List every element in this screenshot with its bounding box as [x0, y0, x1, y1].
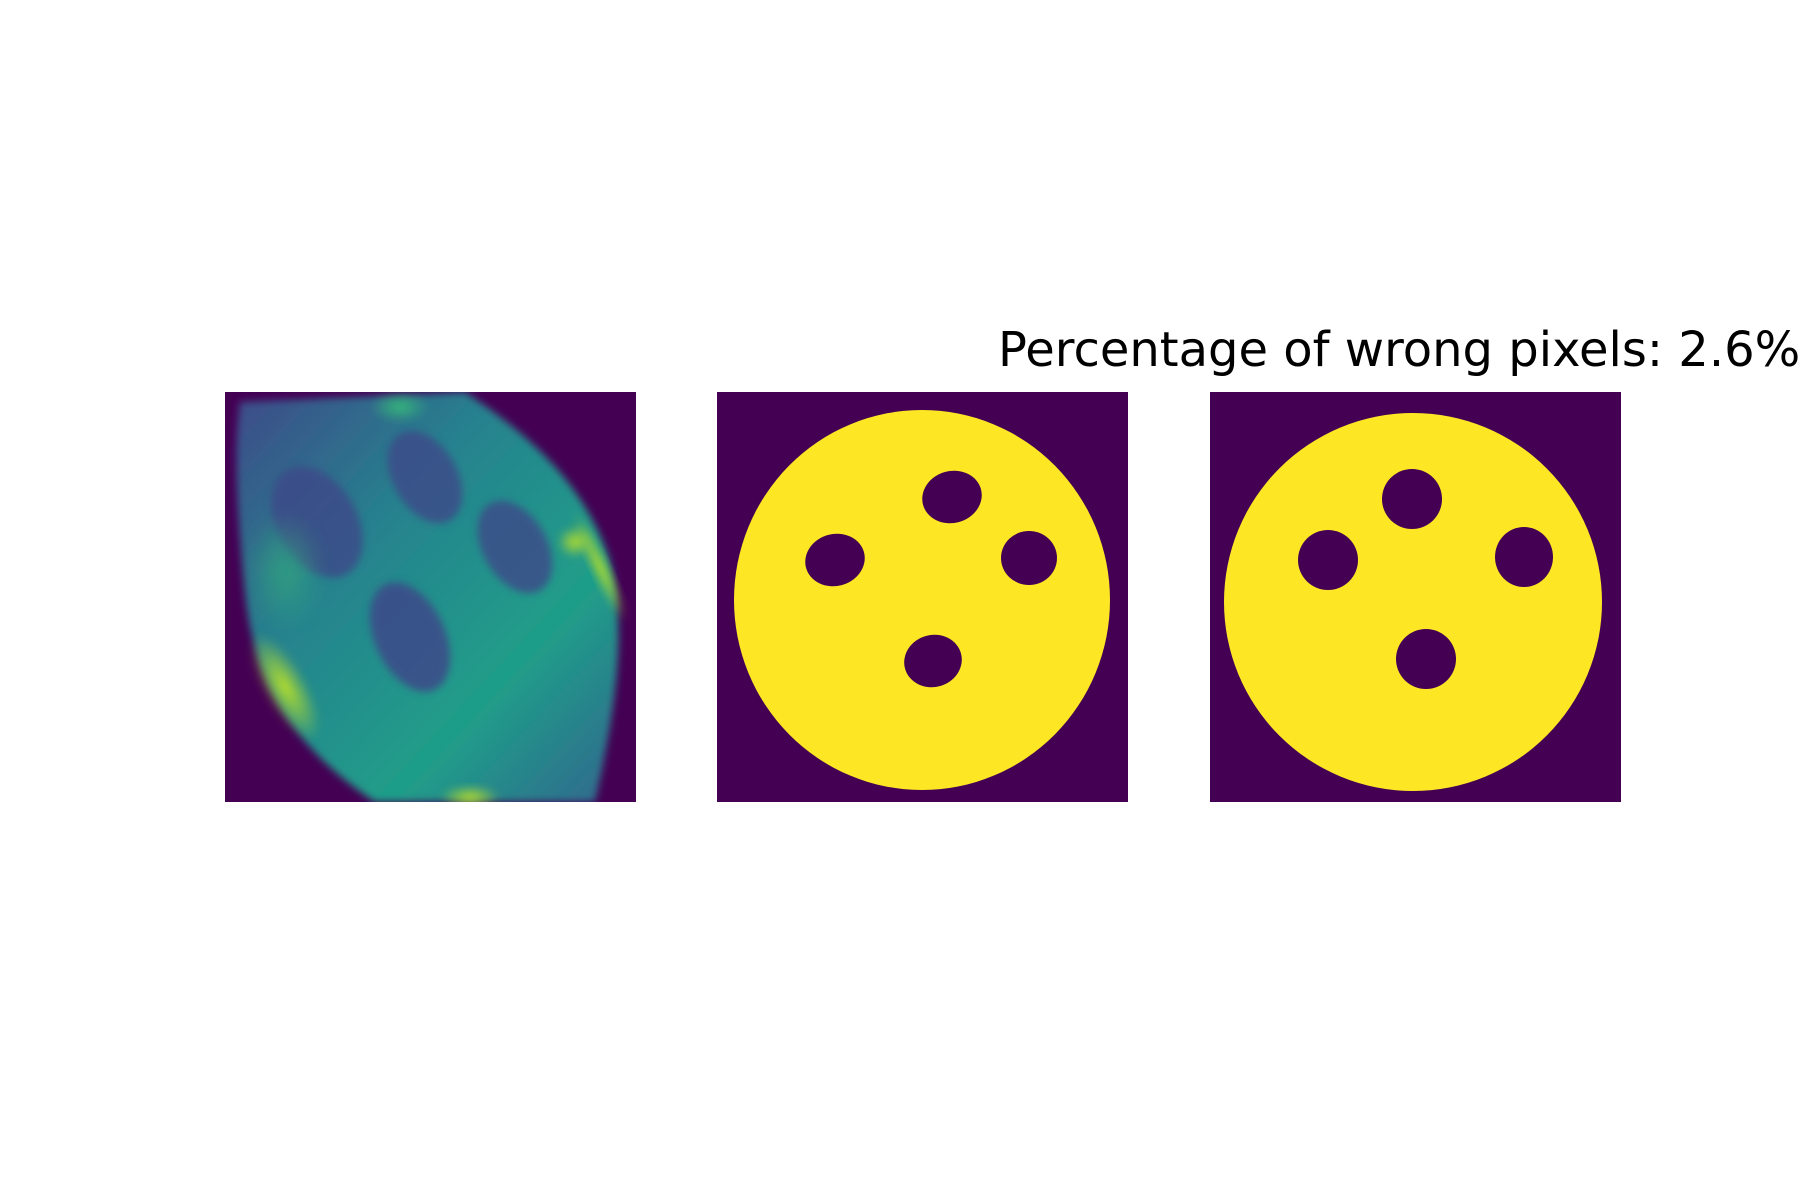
- ground-truth-mask: [1210, 392, 1621, 802]
- predicted-mask-panel: [717, 392, 1128, 802]
- ground-truth-mask-panel: [1210, 392, 1621, 802]
- input-image-panel: [225, 392, 636, 802]
- figure-title: Percentage of wrong pixels: 2.6%: [998, 322, 1800, 378]
- predicted-mask: [717, 392, 1128, 802]
- input-image: [225, 392, 636, 802]
